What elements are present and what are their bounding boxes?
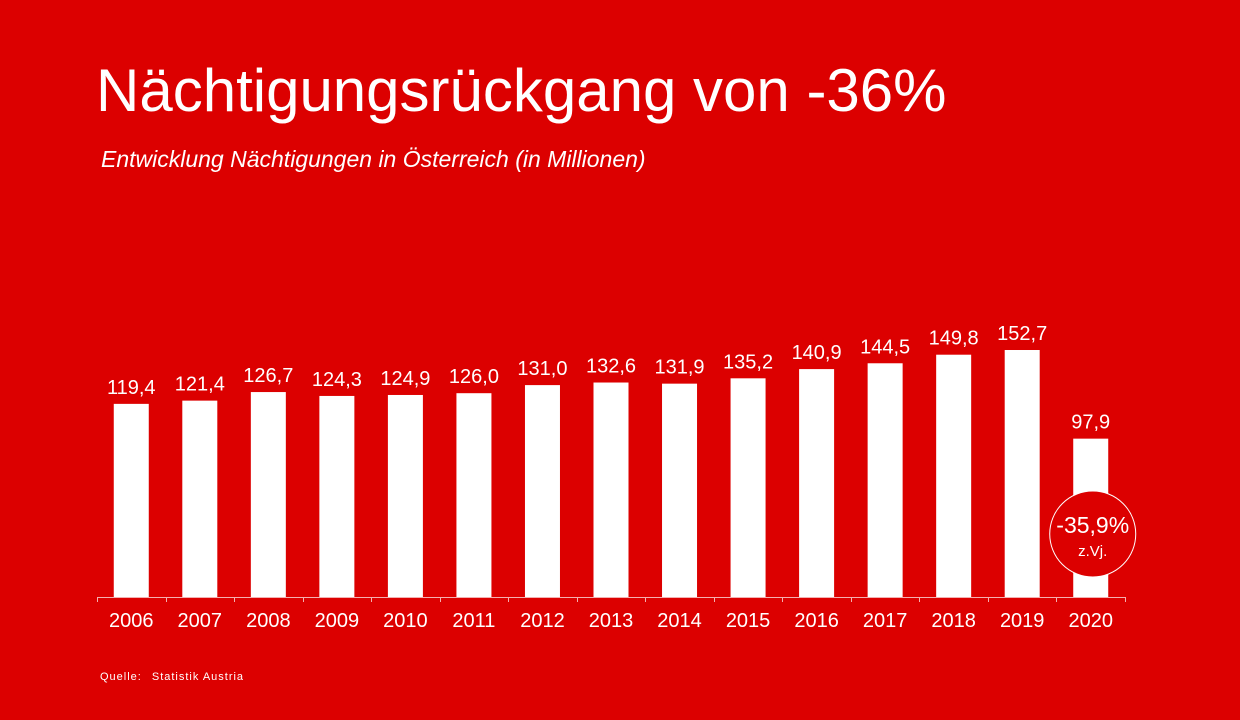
value-label: 126,7: [243, 365, 293, 387]
x-tick-label: 2007: [178, 610, 223, 632]
x-tick-label: 2016: [794, 610, 839, 632]
bar-2007: [182, 400, 218, 597]
x-tick-label: 2008: [246, 610, 291, 632]
value-label: 152,7: [997, 323, 1047, 345]
x-tick-label: 2015: [726, 610, 771, 632]
x-tick-label: 2019: [1000, 610, 1045, 632]
value-label: 121,4: [175, 374, 225, 396]
x-axis: 2006 2007 2008 2009 2010 2011 2012 2013 2014 2015…: [97, 597, 1126, 632]
bar-2012: [524, 385, 560, 597]
x-tick-label: 2011: [452, 610, 495, 632]
x-tick-label: 2013: [589, 610, 634, 632]
value-label: 144,5: [860, 336, 910, 358]
value-label: 97,9: [1071, 412, 1110, 434]
value-label: 132,6: [586, 356, 636, 378]
value-label: 119,4: [107, 377, 156, 399]
source-value: Statistik Austria: [151, 671, 245, 683]
bar-2010: [387, 394, 423, 597]
bar-2011: [456, 393, 492, 597]
bar-2019: [1004, 350, 1040, 597]
chart-title: Nächtigungsrückgang von -36%: [96, 57, 947, 124]
x-tick-label: 2014: [657, 610, 702, 632]
source-note: Quelle: Statistik Austria: [100, 671, 244, 683]
x-tick-label: 2020: [1068, 610, 1113, 632]
bar-2008: [250, 392, 286, 597]
value-label: 135,2: [723, 351, 773, 373]
chart-subtitle: Entwicklung Nächtigungen in Österreich (…: [101, 146, 646, 172]
bar-2006: [113, 403, 149, 597]
bar-2017: [867, 363, 903, 597]
value-label: 124,3: [312, 369, 362, 391]
value-label: 149,8: [929, 328, 979, 350]
value-labels-layer: 119,4 121,4 126,7 124,3 124,9 126,0 131,0 132,6…: [107, 323, 1110, 434]
bar-2016: [799, 369, 835, 597]
x-tick-label: 2009: [315, 610, 360, 632]
change-annotation: -35,9% z.Vj.: [1049, 490, 1137, 578]
bar-2015: [730, 378, 766, 597]
x-tick-label: 2010: [383, 610, 428, 632]
bar-2014: [662, 383, 698, 597]
change-badge-circle: [1049, 490, 1137, 578]
value-label: 124,9: [380, 368, 430, 390]
x-tick-label: 2012: [520, 610, 565, 632]
value-label: 131,0: [517, 358, 567, 380]
source-label: Quelle:: [100, 671, 142, 683]
change-value: -35,9%: [1056, 512, 1129, 538]
bar-2018: [936, 354, 972, 597]
change-sublabel: z.Vj.: [1078, 543, 1107, 560]
bar-chart: 119,4 121,4 126,7 124,3 124,9 126,0 131,0 132,6…: [97, 323, 1137, 632]
x-tick-label: 2018: [931, 610, 976, 632]
value-label: 131,9: [655, 357, 705, 379]
x-tick-label: 2017: [863, 610, 908, 632]
bar-2013: [593, 382, 629, 597]
value-label: 126,0: [449, 366, 499, 388]
bar-2009: [319, 395, 355, 597]
x-tick-label: 2006: [109, 610, 154, 632]
bars-layer: [113, 350, 1109, 597]
value-label: 140,9: [792, 342, 842, 364]
